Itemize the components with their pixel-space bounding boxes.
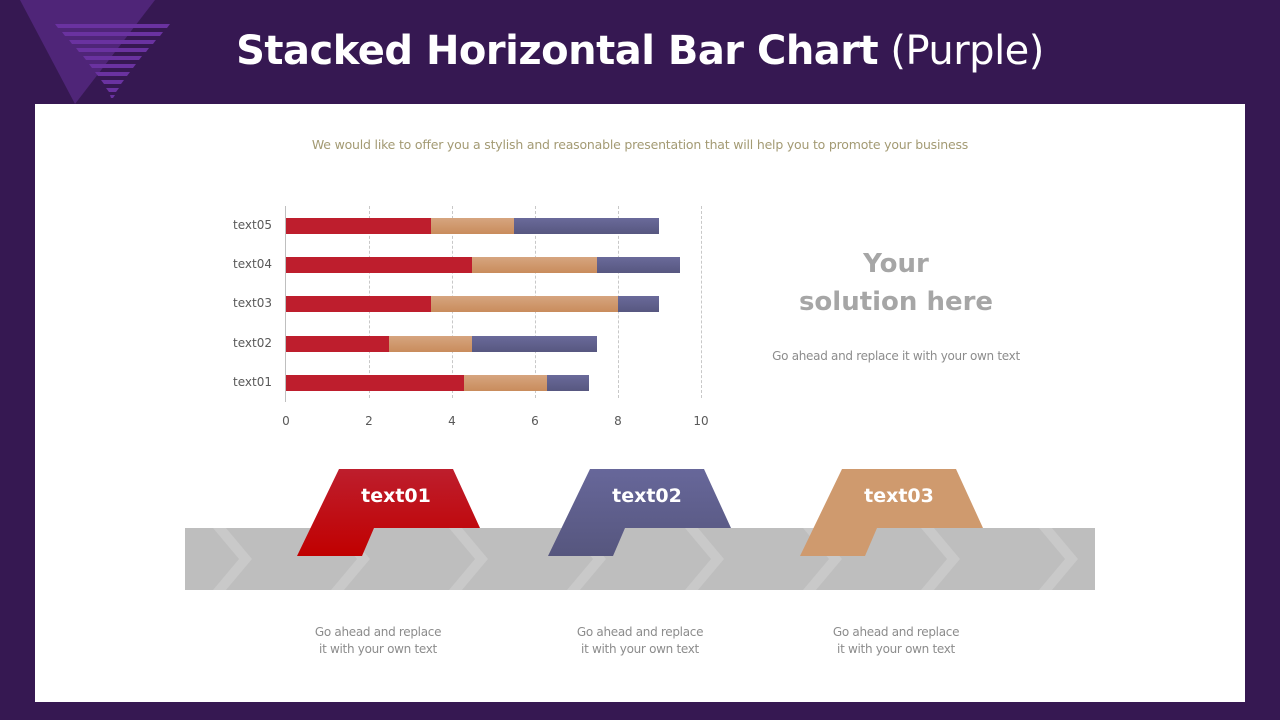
stacked-bar[interactable] bbox=[285, 296, 660, 312]
desc-line: it with your own text bbox=[319, 642, 437, 656]
step-description-1: Go ahead and replace it with your own te… bbox=[288, 624, 468, 658]
bar-segment-series-3[interactable] bbox=[547, 375, 589, 391]
x-tick-label: 8 bbox=[614, 414, 622, 428]
desc-line: it with your own text bbox=[837, 642, 955, 656]
step-tab-1[interactable]: text01 bbox=[297, 469, 480, 556]
bar-segment-series-2[interactable] bbox=[472, 257, 598, 273]
bar-segment-series-3[interactable] bbox=[597, 257, 681, 273]
tab-shape-icon bbox=[297, 469, 480, 556]
y-category-label: text02 bbox=[233, 335, 272, 350]
x-tick-label: 4 bbox=[448, 414, 456, 428]
bar-segment-series-1[interactable] bbox=[285, 375, 465, 391]
x-tick-label: 10 bbox=[693, 414, 709, 428]
chevron-right-icon bbox=[449, 528, 488, 590]
desc-line: Go ahead and replace bbox=[832, 625, 960, 639]
stacked-bar[interactable] bbox=[285, 257, 681, 273]
bar-segment-series-1[interactable] bbox=[285, 217, 431, 234]
solution-title-line1: Your bbox=[863, 249, 929, 279]
bar-segment-series-3[interactable] bbox=[617, 296, 660, 312]
desc-line: Go ahead and replace bbox=[576, 625, 704, 639]
step-tab-3[interactable]: text03 bbox=[800, 469, 983, 556]
chevron-right-icon bbox=[213, 528, 252, 590]
y-category-label: text05 bbox=[233, 217, 272, 232]
x-tick-label: 6 bbox=[531, 414, 539, 428]
solution-title: Your solution here bbox=[770, 245, 1022, 321]
y-category-label: text01 bbox=[233, 375, 272, 389]
solution-title-line2: solution here bbox=[798, 287, 994, 317]
step-label: text03 bbox=[864, 485, 934, 507]
bar-segment-series-2[interactable] bbox=[464, 375, 548, 391]
logo-triangle-icon bbox=[20, 0, 170, 104]
stacked-bar[interactable] bbox=[285, 335, 598, 352]
bar-segment-series-1[interactable] bbox=[285, 335, 390, 352]
bar-segment-series-2[interactable] bbox=[430, 296, 618, 312]
x-tick-label: 2 bbox=[365, 414, 373, 428]
step-label: text01 bbox=[361, 485, 431, 507]
bar-segment-series-2[interactable] bbox=[389, 335, 473, 352]
step-label: text02 bbox=[612, 485, 682, 507]
chevron-right-icon bbox=[685, 528, 724, 590]
tab-shape-icon bbox=[548, 469, 731, 556]
bar-segment-series-3[interactable] bbox=[514, 217, 660, 234]
x-tick-label: 0 bbox=[282, 414, 290, 428]
solution-text: Go ahead and replace it with your own te… bbox=[772, 349, 1020, 363]
subtitle: We would like to offer you a stylish and… bbox=[311, 137, 969, 152]
page-title: Stacked Horizontal Bar Chart (Purple) bbox=[0, 28, 1280, 74]
bar-segment-series-1[interactable] bbox=[285, 257, 473, 273]
title-bold: Stacked Horizontal Bar Chart bbox=[236, 28, 879, 74]
step-description-3: Go ahead and replace it with your own te… bbox=[806, 624, 986, 658]
bar-segment-series-2[interactable] bbox=[430, 217, 515, 234]
chevron-right-icon bbox=[1039, 528, 1078, 590]
step-description-2: Go ahead and replace it with your own te… bbox=[550, 624, 730, 658]
step-tab-2[interactable]: text02 bbox=[548, 469, 731, 556]
title-light: (Purple) bbox=[878, 28, 1044, 74]
desc-line: Go ahead and replace bbox=[314, 625, 442, 639]
content-panel bbox=[35, 104, 1245, 702]
y-category-label: text03 bbox=[233, 296, 272, 310]
stacked-bar[interactable] bbox=[285, 217, 660, 234]
bar-segment-series-3[interactable] bbox=[472, 335, 598, 352]
desc-line: it with your own text bbox=[581, 642, 699, 656]
chevron-right-icon bbox=[921, 528, 960, 590]
gridline bbox=[701, 206, 702, 398]
stacked-bar[interactable] bbox=[285, 375, 589, 391]
y-category-label: text04 bbox=[233, 257, 272, 271]
tab-shape-icon bbox=[800, 469, 983, 556]
bar-segment-series-1[interactable] bbox=[285, 296, 431, 312]
